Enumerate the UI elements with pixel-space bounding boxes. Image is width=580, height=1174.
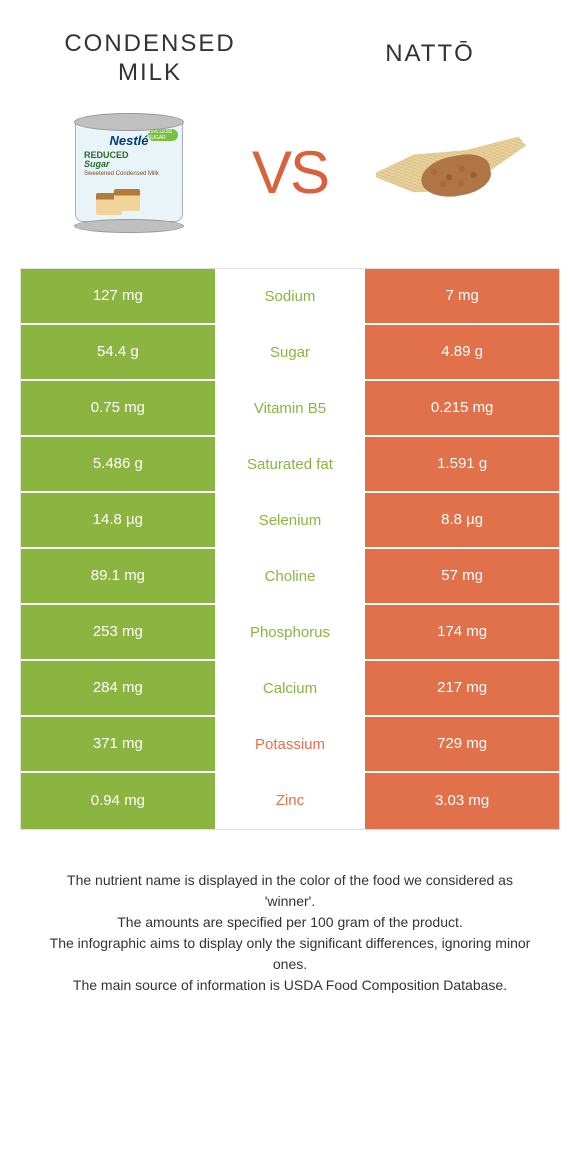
- left-food-image: Nestlé 25% LESS SUGAR REDUCEDSugar Sweet…: [54, 108, 204, 238]
- left-value: 14.8 µg: [21, 493, 215, 549]
- right-value: 57 mg: [365, 549, 559, 605]
- footer-line: The main source of information is USDA F…: [40, 975, 540, 996]
- nutrient-name: Phosphorus: [215, 605, 366, 661]
- nutrient-name: Calcium: [215, 661, 366, 717]
- footer-line: The amounts are specified per 100 gram o…: [40, 912, 540, 933]
- table-row: 0.94 mgZinc3.03 mg: [21, 773, 559, 829]
- left-food-title: CONDENSED MILK: [50, 30, 250, 88]
- left-value: 371 mg: [21, 717, 215, 773]
- right-value: 7 mg: [365, 269, 559, 325]
- left-value: 253 mg: [21, 605, 215, 661]
- left-value: 0.75 mg: [21, 381, 215, 437]
- table-row: 89.1 mgCholine57 mg: [21, 549, 559, 605]
- right-food-image: [376, 108, 526, 238]
- table-row: 284 mgCalcium217 mg: [21, 661, 559, 717]
- nutrient-name: Potassium: [215, 717, 366, 773]
- nutrient-name: Vitamin B5: [215, 381, 366, 437]
- right-value: 217 mg: [365, 661, 559, 717]
- table-row: 54.4 gSugar4.89 g: [21, 325, 559, 381]
- nutrition-table: 127 mgSodium7 mg54.4 gSugar4.89 g0.75 mg…: [20, 268, 560, 830]
- left-value: 0.94 mg: [21, 773, 215, 829]
- nutrient-name: Saturated fat: [215, 437, 366, 493]
- left-value: 127 mg: [21, 269, 215, 325]
- left-value: 5.486 g: [21, 437, 215, 493]
- table-row: 371 mgPotassium729 mg: [21, 717, 559, 773]
- nutrient-name: Sodium: [215, 269, 366, 325]
- nutrient-name: Choline: [215, 549, 366, 605]
- nutrient-name: Sugar: [215, 325, 366, 381]
- table-row: 127 mgSodium7 mg: [21, 269, 559, 325]
- right-value: 3.03 mg: [365, 773, 559, 829]
- left-value: 54.4 g: [21, 325, 215, 381]
- left-value: 284 mg: [21, 661, 215, 717]
- footer-notes: The nutrient name is displayed in the co…: [0, 830, 580, 996]
- table-row: 0.75 mgVitamin B50.215 mg: [21, 381, 559, 437]
- table-row: 253 mgPhosphorus174 mg: [21, 605, 559, 661]
- table-row: 14.8 µgSelenium8.8 µg: [21, 493, 559, 549]
- nutrient-name: Selenium: [215, 493, 366, 549]
- can-badge: 25% LESS SUGAR: [148, 129, 178, 141]
- footer-line: The nutrient name is displayed in the co…: [40, 870, 540, 912]
- can-sub: Sweetened Condensed Milk: [84, 171, 159, 177]
- can-type: REDUCEDSugar: [84, 151, 129, 169]
- left-value: 89.1 mg: [21, 549, 215, 605]
- right-value: 729 mg: [365, 717, 559, 773]
- images-row: Nestlé 25% LESS SUGAR REDUCEDSugar Sweet…: [0, 98, 580, 268]
- right-value: 4.89 g: [365, 325, 559, 381]
- table-row: 5.486 gSaturated fat1.591 g: [21, 437, 559, 493]
- footer-line: The infographic aims to display only the…: [40, 933, 540, 975]
- header: CONDENSED MILK NATTŌ: [0, 0, 580, 98]
- nutrient-name: Zinc: [215, 773, 366, 829]
- right-value: 8.8 µg: [365, 493, 559, 549]
- right-value: 0.215 mg: [365, 381, 559, 437]
- right-value: 174 mg: [365, 605, 559, 661]
- right-value: 1.591 g: [365, 437, 559, 493]
- vs-label: VS: [252, 138, 328, 207]
- right-food-title: NATTŌ: [330, 40, 530, 69]
